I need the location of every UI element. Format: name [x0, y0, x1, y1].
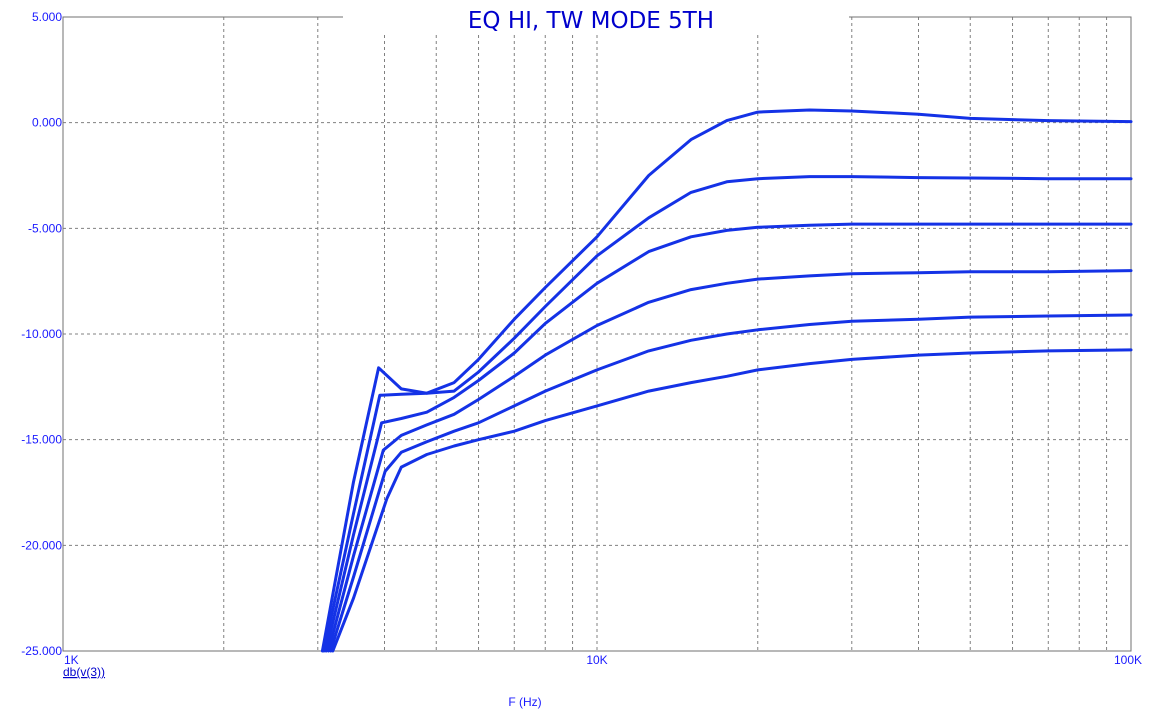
series-layer — [320, 108, 1133, 653]
series-line-3 — [324, 222, 1133, 653]
x-axis-label: F (Hz) — [508, 695, 541, 709]
y-tick-label: 0.000 — [32, 116, 62, 130]
y-tick-label: -20.000 — [21, 538, 62, 552]
y-tick-label: -5.000 — [28, 221, 62, 235]
series-line-5 — [329, 313, 1133, 653]
series-line-4 — [326, 269, 1133, 653]
grid-lines — [63, 17, 1131, 651]
y-tick-label: -15.000 — [21, 433, 62, 447]
chart-title: EQ HI, TW MODE 5TH — [468, 8, 714, 34]
series-line-2 — [322, 175, 1133, 653]
title-background — [343, 0, 849, 32]
y-tick-label: -25.000 — [21, 644, 62, 658]
y-tick-labels: 5.000 0.000 -5.000 -10.000 -15.000 -20.000 -25… — [21, 10, 62, 658]
x-tick-label: 1K — [64, 653, 79, 667]
series-line-1 — [320, 108, 1133, 653]
y-tick-label: 5.000 — [32, 10, 62, 24]
x-tick-label: 100K — [1114, 653, 1142, 667]
y-tick-label: -10.000 — [21, 327, 62, 341]
trace-name-link[interactable]: db(v(3)) — [63, 665, 105, 679]
x-tick-labels: 1K 10K 100K — [64, 653, 1142, 667]
series-line-6 — [331, 348, 1133, 653]
x-tick-label: 10K — [586, 653, 607, 667]
